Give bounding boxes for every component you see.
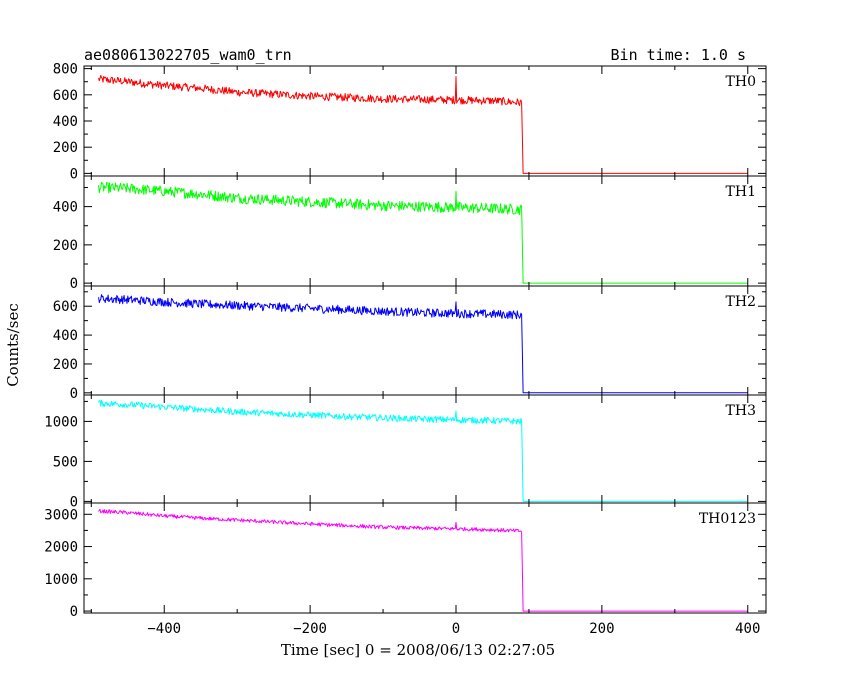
x-axis-label: Time [sec] 0 = 2008/06/13 02:27:05 bbox=[281, 641, 555, 659]
x-tick-label: 200 bbox=[589, 621, 614, 637]
panel-frame bbox=[83, 502, 767, 614]
x-tick-label: −200 bbox=[293, 621, 327, 637]
x-tick-label: 400 bbox=[735, 621, 760, 637]
series-th0 bbox=[98, 74, 748, 174]
y-tick-label: 400 bbox=[53, 114, 78, 130]
y-axis-label: Counts/sec bbox=[4, 303, 22, 387]
y-tick-label: 0 bbox=[70, 494, 78, 510]
y-tick-label: 0 bbox=[70, 386, 78, 402]
panel-label-th3: TH3 bbox=[726, 403, 756, 419]
y-tick-label: 600 bbox=[53, 299, 78, 315]
y-tick-label: 1000 bbox=[44, 414, 78, 430]
series-th0123 bbox=[98, 508, 748, 612]
panel-th2: 0 200 400 600 TH2 bbox=[53, 285, 767, 402]
y-tick-label: 400 bbox=[53, 328, 78, 344]
panel-label-th0: TH0 bbox=[726, 74, 756, 90]
series-th2 bbox=[98, 294, 748, 394]
panel-th0: 0 200 400 600 800 TH0 bbox=[53, 62, 767, 182]
y-tick-label: 3000 bbox=[44, 507, 78, 523]
panel-frame bbox=[83, 175, 767, 287]
y-tick-label: 0 bbox=[70, 166, 78, 182]
y-tick-label: 200 bbox=[53, 238, 78, 254]
panel-frame bbox=[83, 65, 767, 177]
y-tick-label: 1000 bbox=[44, 572, 78, 588]
x-tick-label: 0 bbox=[452, 621, 460, 637]
x-tick-label: −400 bbox=[147, 621, 181, 637]
y-tick-label: 800 bbox=[53, 62, 78, 78]
series-th1 bbox=[98, 181, 748, 284]
y-tick-label: 2000 bbox=[44, 540, 78, 556]
y-tick-label: 0 bbox=[70, 604, 78, 620]
y-tick-label: 200 bbox=[53, 140, 78, 156]
chart-title: ae080613022705_wam0_trn bbox=[84, 46, 292, 64]
y-tick-label: 500 bbox=[53, 454, 78, 470]
panel-label-th0123: TH0123 bbox=[699, 511, 756, 527]
y-tick-label: 600 bbox=[53, 88, 78, 104]
panel-th0123: 0 1000 2000 3000 TH0123 −400 −200 0 200 400 bbox=[44, 502, 767, 637]
panel-label-th1: TH1 bbox=[726, 184, 756, 200]
panel-label-th2: TH2 bbox=[726, 294, 756, 310]
series-th3 bbox=[98, 399, 748, 502]
y-tick-label: 0 bbox=[70, 276, 78, 292]
bin-time-label: Bin time: 1.0 s bbox=[611, 46, 746, 64]
panel-th3: 0 500 1000 TH3 bbox=[44, 394, 767, 510]
y-tick-label: 200 bbox=[53, 357, 78, 373]
panel-th1: 0 200 400 TH1 bbox=[53, 175, 767, 292]
y-tick-label: 400 bbox=[53, 200, 78, 216]
